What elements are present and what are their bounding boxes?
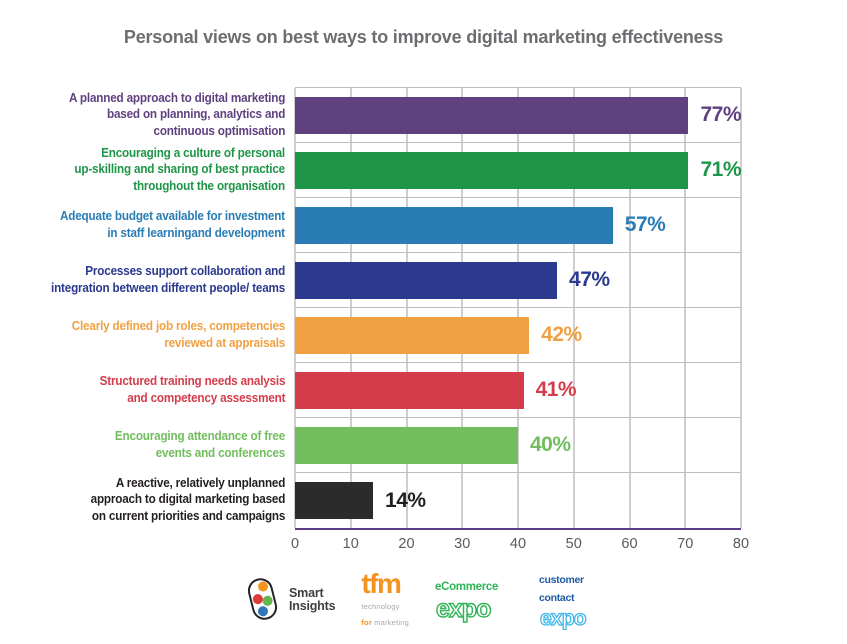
v-gridline (740, 88, 742, 528)
green-dot-icon (261, 594, 274, 607)
tfm-tagline-rest: marketing (371, 617, 409, 627)
customer-contact-line1: customer (538, 574, 584, 586)
bar-row: 41% (295, 363, 741, 418)
bar-row: 42% (295, 308, 741, 363)
footer-logos: Smart Insights tfm technology for market… (0, 569, 847, 630)
bar-value: 14% (385, 488, 426, 512)
bar (295, 316, 530, 354)
bar-row: 77% (295, 88, 741, 143)
ecommerce-expo-line1: eCommerce (434, 581, 499, 593)
orange-dot-icon (256, 579, 270, 593)
bar-chart: A planned approach to digital marketing … (20, 87, 847, 558)
v-gridline (629, 88, 630, 528)
bar (295, 96, 689, 134)
x-tick: 40 (509, 536, 527, 552)
v-gridline (684, 88, 686, 528)
x-tick: 0 (290, 536, 300, 552)
bar-row: 71% (295, 143, 741, 198)
bar (295, 371, 524, 409)
smart-insights-line2: Insights (289, 599, 336, 613)
smart-insights-icon (245, 575, 282, 624)
tfm-logo: tfm technology for marketing (361, 569, 409, 629)
gridlines (294, 88, 742, 528)
smart-insights-logo: Smart Insights (245, 575, 336, 624)
row-label: Adequate budget available for investment… (60, 208, 285, 240)
v-gridline (406, 88, 407, 528)
row-label: Encouraging a culture of personal up-ski… (74, 144, 285, 193)
bar-value: 47% (569, 268, 610, 291)
bar-value: 57% (624, 213, 666, 236)
v-gridline (350, 88, 352, 528)
row-label: Clearly defined job roles, competencies … (71, 318, 286, 350)
bar-value: 77% (700, 103, 741, 126)
ecommerce-expo-logo: eCommerce expo (435, 577, 513, 623)
svg-text:expo: expo (540, 607, 586, 630)
svg-text:expo: expo (436, 595, 491, 623)
x-tick: 10 (342, 536, 359, 552)
row-label: Processes support collaboration and inte… (50, 263, 285, 295)
bar-row: 40% (295, 418, 741, 473)
chart-title: Personal views on best ways to improve d… (123, 27, 724, 47)
bar-row: 57% (295, 198, 741, 253)
x-tick: 30 (454, 536, 471, 552)
bar-value: 71% (700, 158, 741, 181)
bar-value: 42% (541, 323, 582, 346)
plot-area: 77% 71% 57% 47% 42% (294, 87, 742, 530)
tfm-wordmark: tfm (361, 567, 402, 599)
row-label: A reactive, relatively unplanned approac… (90, 474, 285, 523)
x-tick: 70 (677, 536, 694, 552)
x-tick: 80 (732, 536, 750, 552)
row-label: A planned approach to digital marketing … (68, 89, 285, 138)
row-label: Structured training needs analysis and c… (99, 373, 285, 405)
category-labels: A planned approach to digital marketing … (20, 87, 295, 558)
row-label: Encouraging attendance of free events an… (114, 428, 285, 460)
ecommerce-expo-outline-text: expo (435, 595, 492, 623)
bar-value: 41% (535, 378, 577, 401)
bar (295, 426, 518, 464)
tfm-tagline-for: for (361, 617, 372, 627)
v-gridline (573, 88, 575, 528)
v-gridline (294, 88, 296, 528)
bar-row: 14% (295, 473, 741, 528)
bar (295, 151, 689, 189)
x-tick: 50 (565, 536, 582, 552)
v-gridline (461, 88, 463, 528)
smart-insights-line1: Smart (289, 585, 324, 600)
customer-contact-expo-logo: customer contact expo (539, 570, 601, 630)
x-axis: 0 10 20 30 40 50 60 70 80 (291, 536, 749, 558)
x-tick: 20 (398, 536, 415, 552)
tfm-tagline-line1: technology (361, 601, 400, 611)
x-tick: 60 (621, 536, 638, 552)
customer-contact-expo-outline-text: expo (539, 606, 587, 630)
v-gridline (517, 88, 519, 528)
bar-row: 47% (295, 253, 741, 308)
bar-value: 40% (530, 433, 571, 456)
customer-contact-line2: contact (538, 592, 575, 604)
bar (295, 206, 613, 244)
bar (295, 482, 374, 519)
blue-dot-icon (256, 604, 270, 617)
bar (295, 261, 558, 299)
plot-area-column: 77% 71% 57% 47% 42% (291, 87, 749, 558)
